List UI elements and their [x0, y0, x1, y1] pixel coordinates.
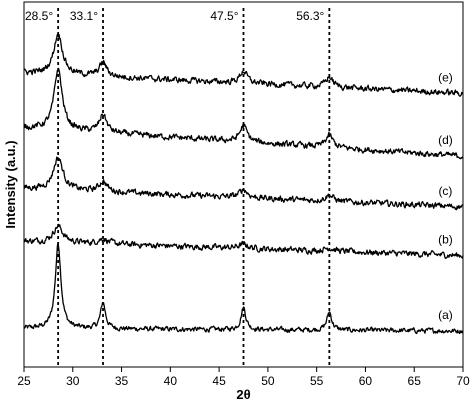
x-tick-label-35: 35 — [115, 374, 129, 388]
x-tick-label-65: 65 — [408, 374, 422, 388]
trace-label-a: (a) — [438, 308, 453, 322]
trace-label-c: (c) — [438, 184, 452, 198]
plot-frame — [23, 1, 464, 368]
trace-labels-group: (a) (b) (c) (d) (e) — [438, 70, 453, 322]
trace-label-b: (b) — [438, 232, 453, 246]
trace-d — [23, 67, 464, 160]
trace-b — [23, 223, 464, 259]
peak-label-2: 33.1° — [70, 9, 98, 23]
x-tick-label-60: 60 — [359, 374, 373, 388]
x-axis-title: 2θ — [236, 387, 250, 402]
x-ticks-group: 25 30 35 40 45 50 55 60 65 70 — [17, 367, 470, 388]
x-tick-label-30: 30 — [66, 374, 80, 388]
reference-lines-group: 28.5° 33.1° 47.5° 56.3° — [25, 8, 331, 365]
trace-e — [23, 33, 464, 97]
peak-label-3: 47.5° — [210, 9, 238, 23]
trace-a — [23, 242, 464, 335]
x-tick-label-25: 25 — [17, 374, 31, 388]
y-axis-title: Intensity (a.u.) — [3, 140, 18, 228]
x-tick-label-55: 55 — [310, 374, 324, 388]
trace-label-d: (d) — [438, 133, 453, 147]
x-tick-label-50: 50 — [261, 374, 275, 388]
peak-label-4: 56.3° — [296, 9, 324, 23]
trace-label-e: (e) — [438, 70, 453, 84]
x-tick-label-70: 70 — [456, 374, 470, 388]
peak-label-1: 28.5° — [25, 9, 53, 23]
x-tick-label-40: 40 — [164, 374, 178, 388]
x-tick-label-45: 45 — [212, 374, 226, 388]
